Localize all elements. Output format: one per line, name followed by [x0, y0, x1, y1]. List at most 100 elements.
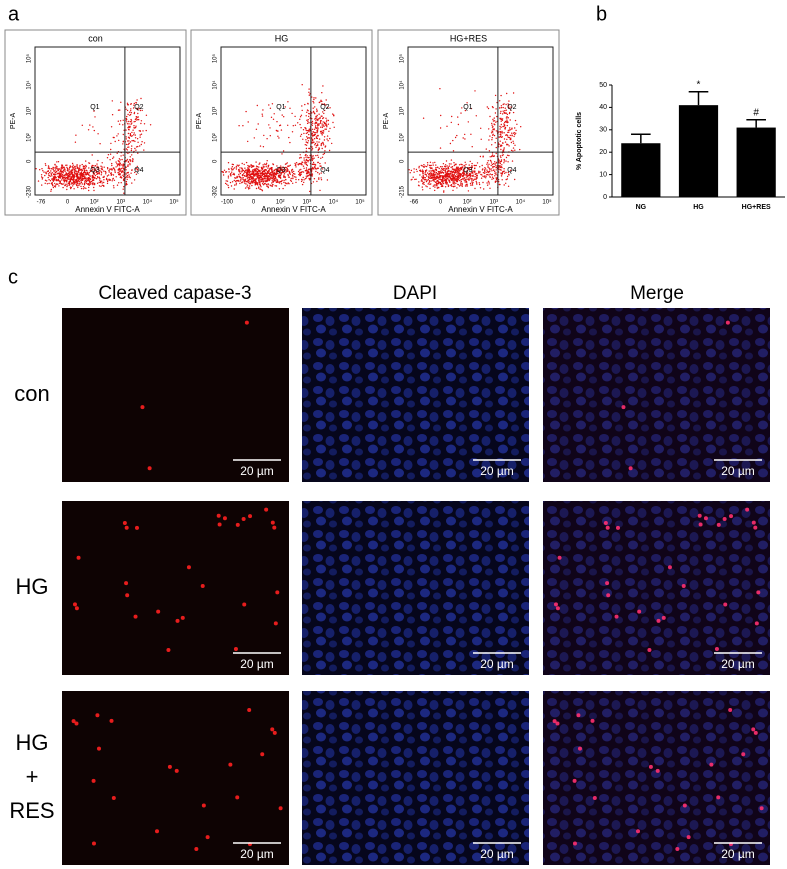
event-dot: [129, 112, 130, 113]
event-dot: [85, 160, 86, 161]
event-dot: [273, 174, 274, 175]
stained-cell: [75, 606, 79, 610]
event-dot: [39, 169, 40, 170]
quadrant-label: Q4: [320, 167, 329, 174]
stained-cell: [201, 584, 205, 588]
event-dot: [307, 155, 308, 156]
event-dot: [231, 172, 232, 173]
event-dot: [284, 177, 285, 178]
event-dot: [270, 185, 271, 186]
event-dot: [265, 181, 266, 182]
event-dot: [101, 168, 102, 169]
stained-cell: [698, 514, 702, 518]
event-dot: [301, 164, 302, 165]
stained-cell: [755, 621, 759, 625]
event-dot: [55, 172, 56, 173]
event-dot: [261, 167, 262, 168]
event-dot: [457, 171, 458, 172]
y-tick-label: 10²: [213, 133, 219, 142]
event-dot: [118, 160, 119, 161]
event-dot: [144, 142, 145, 143]
event-dot: [479, 171, 480, 172]
event-dot: [115, 166, 116, 167]
event-dot: [126, 119, 127, 120]
event-dot: [491, 162, 492, 163]
event-dot: [293, 125, 294, 126]
event-dot: [295, 177, 296, 178]
event-dot: [498, 136, 499, 137]
event-dot: [505, 121, 506, 122]
event-dot: [322, 111, 323, 112]
event-dot: [94, 130, 95, 131]
event-dot: [251, 171, 252, 172]
event-dot: [458, 173, 459, 174]
event-dot: [253, 182, 254, 183]
event-dot: [318, 157, 319, 158]
event-dot: [51, 168, 52, 169]
event-dot: [506, 117, 507, 118]
event-dot: [263, 135, 264, 136]
event-dot: [313, 181, 314, 182]
event-dot: [263, 184, 264, 185]
row-label: HG: [16, 730, 49, 755]
event-dot: [421, 179, 422, 180]
event-dot: [130, 177, 131, 178]
event-dot: [268, 165, 269, 166]
event-dot: [328, 120, 329, 121]
event-dot: [503, 149, 504, 150]
event-dot: [300, 157, 301, 158]
quadrant-label: Q3: [90, 167, 99, 174]
event-dot: [424, 166, 425, 167]
stained-cell: [756, 590, 760, 594]
event-dot: [495, 167, 496, 168]
event-dot: [472, 146, 473, 147]
y-tick-label: 0: [27, 159, 33, 163]
event-dot: [464, 138, 465, 139]
event-dot: [133, 127, 134, 128]
event-dot: [267, 179, 268, 180]
event-dot: [246, 186, 247, 187]
event-dot: [61, 179, 62, 180]
red-overlay: [543, 308, 770, 482]
event-dot: [119, 124, 120, 125]
event-dot: [243, 177, 244, 178]
event-dot: [499, 107, 500, 108]
event-dot: [251, 173, 252, 174]
event-dot: [234, 180, 235, 181]
event-dot: [45, 180, 46, 181]
event-dot: [50, 180, 51, 181]
event-dot: [256, 178, 257, 179]
event-dot: [502, 142, 503, 143]
event-dot: [515, 130, 516, 131]
event-dot: [506, 116, 507, 117]
event-dot: [237, 177, 238, 178]
event-dot: [82, 164, 83, 165]
event-dot: [273, 170, 274, 171]
event-dot: [311, 156, 312, 157]
event-dot: [494, 166, 495, 167]
event-dot: [317, 168, 318, 169]
event-dot: [290, 180, 291, 181]
event-dot: [463, 137, 464, 138]
event-dot: [317, 135, 318, 136]
event-dot: [314, 112, 315, 113]
event-dot: [48, 175, 49, 176]
event-dot: [111, 172, 112, 173]
event-dot: [320, 158, 321, 159]
event-dot: [309, 137, 310, 138]
event-dot: [328, 131, 329, 132]
event-dot: [434, 184, 435, 185]
event-dot: [326, 138, 327, 139]
event-dot: [470, 134, 471, 135]
event-dot: [512, 160, 513, 161]
event-dot: [434, 162, 435, 163]
event-dot: [501, 175, 502, 176]
panel-label: c: [8, 266, 18, 288]
stained-cell: [166, 648, 170, 652]
event-dot: [226, 180, 227, 181]
event-dot: [253, 180, 254, 181]
event-dot: [120, 159, 121, 160]
event-dot: [495, 95, 496, 96]
micrograph: 20 µm: [543, 691, 770, 865]
stained-cell: [662, 616, 666, 620]
